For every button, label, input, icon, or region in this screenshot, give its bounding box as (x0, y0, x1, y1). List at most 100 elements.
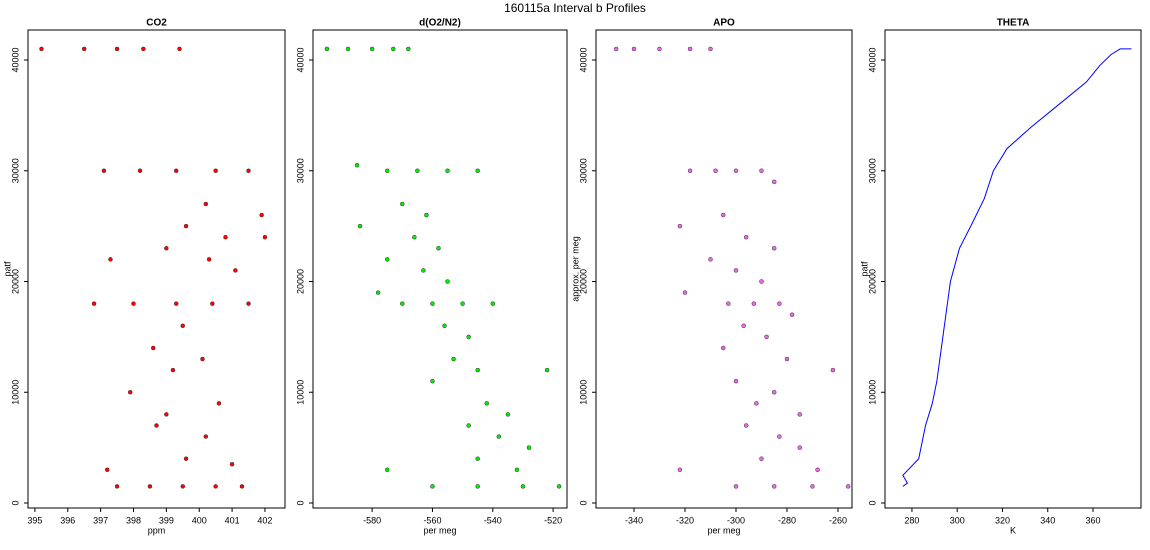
x-tick-label: -560 (423, 515, 441, 525)
data-point (406, 46, 411, 52)
data-point (216, 401, 222, 406)
y-tick-label: 40000 (10, 47, 20, 72)
y-tick-label: 30000 (867, 158, 877, 183)
y-tick-label: 0 (867, 500, 877, 505)
data-point (777, 301, 782, 306)
data-point (810, 484, 815, 489)
data-point (164, 412, 169, 417)
data-point (784, 356, 790, 362)
data-point (203, 201, 209, 207)
data-point (424, 212, 429, 218)
data-point (154, 423, 159, 428)
data-point (180, 484, 186, 489)
data-point (91, 301, 97, 306)
data-point (150, 345, 156, 351)
data-point (708, 46, 713, 52)
panel-title: THETA (997, 18, 1030, 29)
data-point (114, 46, 120, 52)
x-tick-label: 300 (950, 515, 965, 525)
data-point (544, 367, 550, 373)
data-point (39, 46, 44, 52)
y-tick-label: 0 (10, 500, 20, 505)
data-point (771, 246, 777, 251)
data-point (164, 246, 169, 251)
data-point (384, 467, 390, 473)
data-point (108, 257, 113, 262)
x-axis-label: per meg (707, 525, 740, 535)
x-tick-label: 397 (93, 515, 108, 525)
data-point (345, 46, 351, 52)
y-axis-label: patf (859, 261, 869, 277)
data-point (751, 301, 757, 306)
data-point (324, 46, 330, 52)
x-tick-label: -520 (544, 515, 562, 525)
x-tick-label: 402 (257, 515, 272, 525)
data-point (206, 257, 212, 262)
data-point (375, 290, 381, 295)
data-point (177, 46, 182, 52)
data-point (203, 434, 209, 439)
x-tick-label: 280 (904, 515, 919, 525)
data-point (797, 445, 802, 450)
data-point (475, 484, 480, 489)
data-point (726, 301, 731, 306)
data-point (180, 323, 186, 329)
data-point (677, 467, 683, 473)
y-axis-label: approx. per meg (570, 236, 580, 302)
data-point (613, 46, 619, 52)
data-point (777, 434, 782, 439)
x-axis-label: per meg (423, 525, 456, 535)
y-tick-label: 10000 (295, 380, 305, 405)
data-point (183, 223, 189, 229)
data-point (743, 234, 749, 240)
data-point (213, 168, 218, 174)
data-point (830, 367, 836, 373)
y-axis-label: patf (2, 261, 12, 277)
y-tick-label: 0 (578, 500, 588, 505)
panel-title: CO2 (146, 18, 167, 29)
data-point (505, 412, 511, 417)
data-point (101, 168, 107, 174)
data-point (369, 46, 375, 52)
data-point (526, 445, 532, 450)
data-point (246, 168, 251, 174)
plot-frame (595, 29, 853, 509)
x-tick-label: 400 (192, 515, 207, 525)
x-tick-label: 398 (126, 515, 141, 525)
x-axis-label: K (1010, 525, 1016, 535)
data-point (733, 168, 739, 174)
data-point (460, 301, 465, 306)
data-point (771, 179, 777, 185)
data-point (677, 223, 683, 229)
x-tick-label: -540 (484, 515, 502, 525)
data-point (259, 212, 264, 218)
data-point (141, 46, 146, 52)
data-point (430, 484, 435, 489)
data-point (223, 234, 228, 240)
x-tick-label: -580 (363, 515, 381, 525)
data-point (421, 268, 426, 273)
data-point (708, 257, 713, 262)
data-point (490, 301, 496, 306)
data-point (514, 467, 520, 473)
data-point (384, 168, 390, 174)
data-point (173, 301, 179, 306)
y-tick-label: 10000 (867, 380, 877, 405)
plot-frame (27, 29, 286, 509)
y-tick-label: 40000 (295, 47, 305, 72)
data-point (733, 484, 739, 489)
data-point (442, 323, 447, 329)
y-tick-label: 40000 (578, 47, 588, 72)
data-point (631, 46, 637, 52)
data-point (713, 168, 718, 174)
x-tick-label: 396 (60, 515, 75, 525)
profile-line (902, 48, 1132, 487)
data-point (213, 484, 218, 489)
data-point (720, 212, 726, 218)
data-point (815, 467, 820, 473)
data-point (475, 168, 480, 174)
data-point (759, 168, 764, 174)
data-point (741, 323, 746, 329)
data-point (687, 168, 693, 174)
